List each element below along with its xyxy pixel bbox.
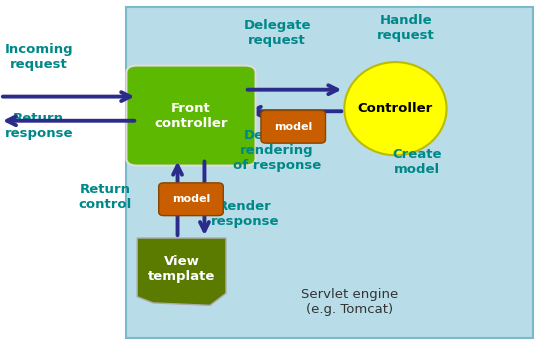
Polygon shape	[137, 238, 226, 305]
Text: Delegate
rendering
of response: Delegate rendering of response	[233, 129, 321, 171]
Text: Handle
request: Handle request	[377, 13, 435, 42]
Text: Create
model: Create model	[392, 148, 442, 176]
Text: Front
controller: Front controller	[154, 101, 228, 130]
Text: model: model	[274, 122, 313, 132]
Text: Return
control: Return control	[79, 183, 131, 211]
FancyBboxPatch shape	[126, 66, 256, 166]
Ellipse shape	[344, 62, 447, 155]
Text: View
template: View template	[148, 255, 215, 283]
Text: Render
response: Render response	[210, 200, 279, 228]
FancyBboxPatch shape	[126, 7, 533, 338]
FancyBboxPatch shape	[159, 183, 223, 216]
Text: Incoming
request: Incoming request	[4, 43, 73, 71]
Text: Servlet engine
(e.g. Tomcat): Servlet engine (e.g. Tomcat)	[301, 288, 398, 316]
Text: Controller: Controller	[358, 102, 433, 115]
FancyBboxPatch shape	[261, 110, 325, 143]
Text: Return
response: Return response	[4, 112, 73, 140]
Text: Delegate
request: Delegate request	[243, 19, 311, 47]
Text: model: model	[172, 194, 210, 204]
